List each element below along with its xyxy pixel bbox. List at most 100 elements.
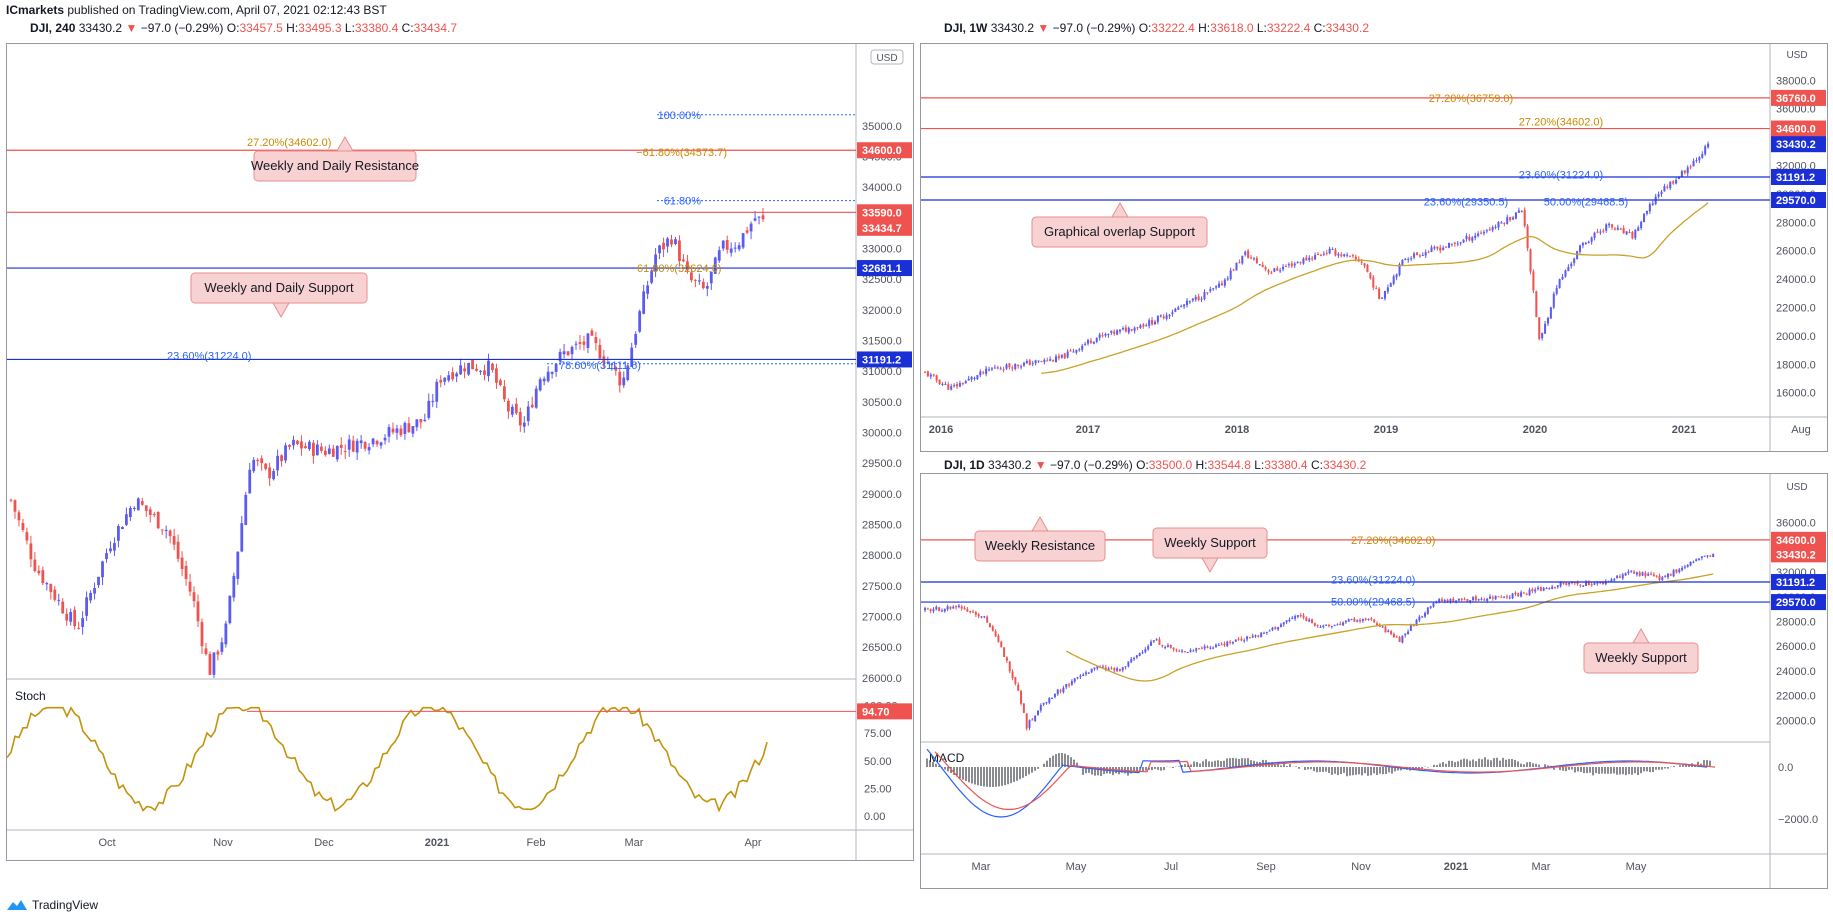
- candle-body: [1559, 582, 1562, 587]
- candle-body: [17, 512, 21, 521]
- tradingview-footer[interactable]: TradingView: [6, 898, 98, 912]
- symbol-label[interactable]: DJI, 1D: [944, 458, 985, 472]
- price-tick-label: 28000.0: [1776, 617, 1816, 629]
- daily-chart-panel[interactable]: 36000.034000.032000.030000.028000.026000…: [920, 473, 1828, 889]
- candle-body: [1052, 360, 1055, 362]
- candle-body: [1525, 593, 1528, 595]
- candle-body: [1669, 573, 1672, 576]
- candle-body: [1155, 639, 1158, 641]
- candle-body: [300, 441, 303, 449]
- last-price: 33430.2: [990, 21, 1035, 35]
- candle-body: [395, 428, 399, 433]
- candle-body: [1049, 359, 1052, 361]
- candle-body: [1183, 651, 1186, 653]
- candle-body: [1359, 619, 1362, 622]
- candle-body: [1314, 254, 1317, 260]
- date-tick-label: 2021: [425, 837, 449, 849]
- candle-body: [427, 400, 431, 418]
- candle-body: [312, 442, 315, 456]
- candle-body: [1579, 584, 1582, 586]
- candle-body: [1616, 575, 1619, 579]
- weekly-chart-info: DJI, 1W 33430.2 ▼ −97.0 (−0.29%) O:33222…: [944, 21, 1369, 35]
- daily-chart-svg[interactable]: 36000.034000.032000.030000.028000.026000…: [921, 474, 1827, 888]
- price-tick-label: 24000.0: [1776, 666, 1816, 678]
- publisher-name[interactable]: ICmarkets: [6, 3, 65, 17]
- candle-body: [1180, 306, 1183, 308]
- candle-body: [1247, 250, 1250, 258]
- candle-body: [1181, 650, 1184, 652]
- candle-body: [1028, 720, 1031, 728]
- candle-body: [1191, 298, 1194, 301]
- candle-body: [65, 613, 69, 621]
- candle-body: [594, 337, 598, 344]
- candle-body: [1189, 650, 1192, 652]
- candle-body: [415, 419, 419, 428]
- candle-body: [725, 239, 729, 250]
- candle-body: [33, 559, 37, 572]
- high-value: 33618.0: [1210, 21, 1254, 35]
- candle-body: [1257, 635, 1260, 637]
- candle-body: [1625, 231, 1628, 235]
- candle-body: [407, 423, 411, 433]
- candle-body: [1683, 566, 1686, 568]
- symbol-label[interactable]: DJI, 1W: [944, 21, 988, 35]
- candle-body: [212, 652, 216, 675]
- candle-body: [518, 411, 522, 426]
- candle-body: [479, 370, 482, 372]
- candle-body: [1282, 266, 1285, 270]
- candle-body: [953, 385, 956, 387]
- candle-body: [926, 608, 929, 610]
- fib-label: 27.20%(34602.0): [247, 137, 331, 149]
- candle-body: [967, 378, 970, 381]
- candle-body: [403, 422, 407, 434]
- candle-body: [974, 612, 977, 615]
- candle-body: [1333, 624, 1336, 626]
- price-tick-label: 29500.0: [862, 458, 902, 470]
- candle-body: [1254, 635, 1257, 637]
- candle-body: [1616, 227, 1619, 230]
- date-tick-label: Feb: [527, 837, 546, 849]
- candle-body: [1418, 255, 1421, 257]
- candle-body: [1046, 360, 1049, 362]
- candle-body: [1246, 636, 1249, 640]
- candle-body: [1605, 224, 1608, 231]
- candle-body: [1618, 576, 1621, 578]
- candle-body: [1409, 625, 1412, 631]
- candle-body: [1265, 631, 1268, 633]
- candle-body: [1453, 242, 1456, 244]
- symbol-label[interactable]: DJI, 240: [30, 21, 76, 35]
- candle-body: [1175, 649, 1178, 651]
- candle-body: [1698, 157, 1701, 161]
- candle-body: [1442, 247, 1445, 251]
- price-level-badge: [1771, 531, 1826, 548]
- stoch-tick-label: 75.00: [864, 728, 892, 740]
- left-chart-panel[interactable]: 35000.034500.034000.033500.033000.032500…: [6, 43, 914, 861]
- candle-body: [1104, 667, 1107, 670]
- callout-text: Weekly and Daily Resistance: [251, 158, 419, 173]
- candle-body: [1421, 616, 1424, 618]
- candle-body: [69, 611, 73, 622]
- price-level-badge: [857, 260, 912, 277]
- publisher-header: ICmarkets published on TradingView.com, …: [6, 3, 387, 17]
- candle-body: [996, 367, 999, 369]
- candle-body: [1070, 681, 1073, 685]
- candle-body: [1133, 657, 1136, 660]
- candle-body: [1672, 570, 1675, 577]
- date-tick-label: 2017: [1076, 424, 1100, 436]
- candle-body: [590, 330, 594, 336]
- weekly-chart-panel[interactable]: 38000.036000.034000.032000.030000.028000…: [920, 43, 1828, 452]
- left-chart-svg[interactable]: 35000.034500.034000.033500.033000.032500…: [7, 44, 913, 860]
- price-level-badge-text: 31191.2: [1776, 577, 1815, 589]
- price-tick-label: 18000.0: [1776, 359, 1816, 371]
- candle-body: [1308, 619, 1311, 622]
- macd-signal-line: [934, 751, 1716, 810]
- weekly-chart-svg[interactable]: 38000.036000.034000.032000.030000.028000…: [921, 44, 1827, 451]
- price-tick-label: 31000.0: [862, 366, 902, 378]
- candle-body: [1169, 645, 1172, 648]
- candle-body: [1101, 666, 1104, 668]
- stoch-tick-label: 25.00: [864, 783, 892, 795]
- candle-body: [1156, 316, 1159, 323]
- candle-body: [1059, 690, 1062, 692]
- candle-body: [1107, 334, 1110, 336]
- candle-body: [1011, 671, 1014, 679]
